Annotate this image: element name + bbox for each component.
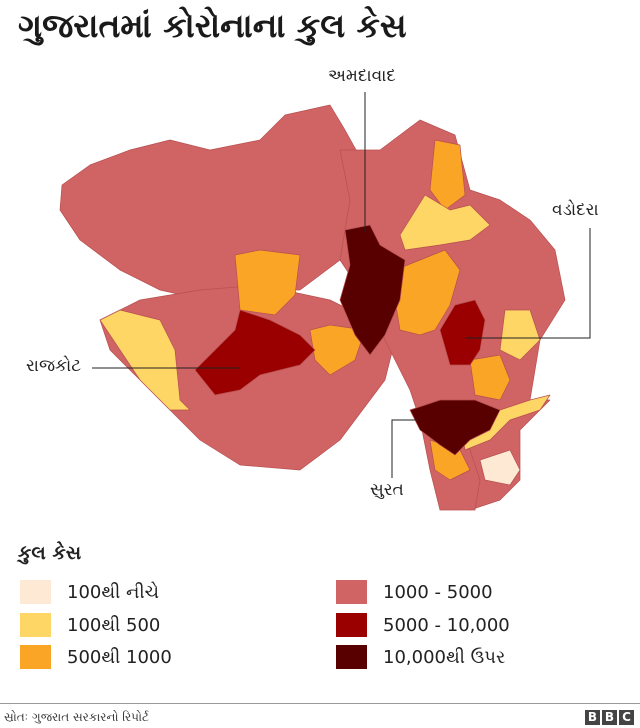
district-east [499,309,541,361]
logo-letter: C [619,710,634,725]
vadodara-leader-line [465,228,591,339]
legend-label: 500થી 1000 [67,646,172,668]
legend-swatch [20,580,51,604]
legend-swatch [336,613,367,637]
district-north [399,194,491,251]
legend-label: 5000 - 10,000 [383,614,510,636]
label-rajkot: રાજકોટ [26,356,82,376]
district-rajkot [194,309,316,396]
legend-item: 100થી 500 [20,613,160,637]
district-central [394,249,461,336]
legend-swatch [20,613,51,637]
district-narmada [469,354,511,401]
legend-item: 500થી 1000 [20,645,172,669]
bbc-logo: B B C [585,710,634,725]
legend-label: 100થી નીચે [67,581,159,603]
district-surendranagar [309,324,366,376]
legend-label: 100થી 500 [67,614,161,636]
district-ahmedabad [339,224,406,356]
gujarat-map [59,92,591,511]
district-tapi [459,394,551,451]
label-vadodara: વડોદરા [552,200,599,220]
logo-letter: B [585,710,600,725]
legend-swatch [20,645,51,669]
legend-item: 10,000થી ઉપર [336,645,505,669]
page-title: ગુજરાતમાં કોરોનાના કુલ કેસ [18,6,407,45]
surat-leader-line [391,419,418,478]
legend-label: 1000 - 5000 [383,581,493,603]
label-surat: સુરત [370,480,404,500]
district-vadodara [439,299,486,366]
footer-divider [0,703,640,704]
legend-swatch [336,580,367,604]
logo-letter: B [602,710,617,725]
legend-swatch [336,645,367,669]
region-kutch [59,104,371,301]
district-dang [479,449,521,486]
legend-item: 1000 - 5000 [336,580,493,604]
legend-label: 10,000થી ઉપર [383,646,506,668]
district-west-coast [99,309,191,411]
district-northeast [429,139,466,211]
legend-title: કુલ કેસ [18,542,82,564]
label-ahmedabad: અમદાવાદ [328,66,396,86]
district-surat [409,399,501,456]
source-text: સ્રોતઃ ગુજરાત સરકારનો રિપોર્ટ [4,710,149,724]
legend-item: 100થી નીચે [20,580,159,604]
legend-item: 5000 - 10,000 [336,613,510,637]
